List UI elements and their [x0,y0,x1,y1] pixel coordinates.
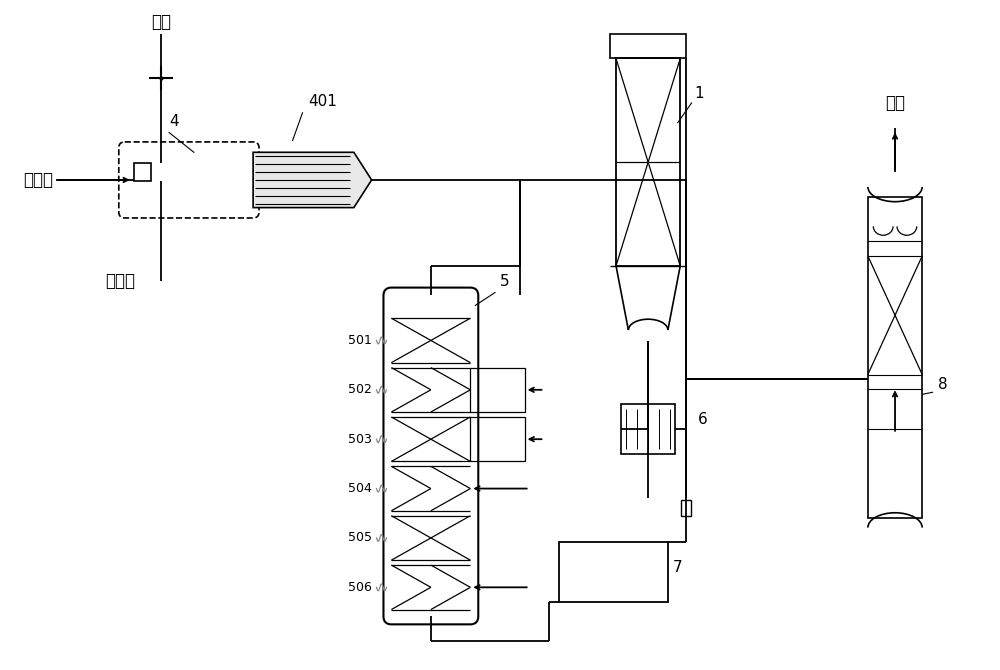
Bar [616,58,680,266]
Text: 8: 8 [938,377,947,393]
Text: 6: 6 [698,412,707,427]
Bar [621,404,675,454]
Bar [681,500,691,516]
Text: 空气: 空气 [151,13,171,31]
Text: 401: 401 [308,94,337,109]
Text: 尾气: 尾气 [885,94,905,112]
Text: 506: 506 [348,581,372,594]
Text: 7: 7 [673,560,683,575]
Text: 4: 4 [169,114,179,129]
Bar [470,417,525,462]
Text: 燃料气: 燃料气 [105,271,135,289]
Text: 504: 504 [348,482,372,495]
Bar [134,163,151,181]
Bar [559,543,668,602]
Polygon shape [253,152,372,208]
Text: 505: 505 [348,531,372,545]
Bar [470,368,525,412]
Text: 5: 5 [500,273,510,289]
Text: 501: 501 [348,334,372,347]
Text: 503: 503 [348,433,372,446]
Text: 502: 502 [348,383,372,397]
Bar [868,197,922,518]
Bar [610,34,686,58]
Text: 酸性气: 酸性气 [23,171,53,189]
Text: 1: 1 [695,86,704,101]
